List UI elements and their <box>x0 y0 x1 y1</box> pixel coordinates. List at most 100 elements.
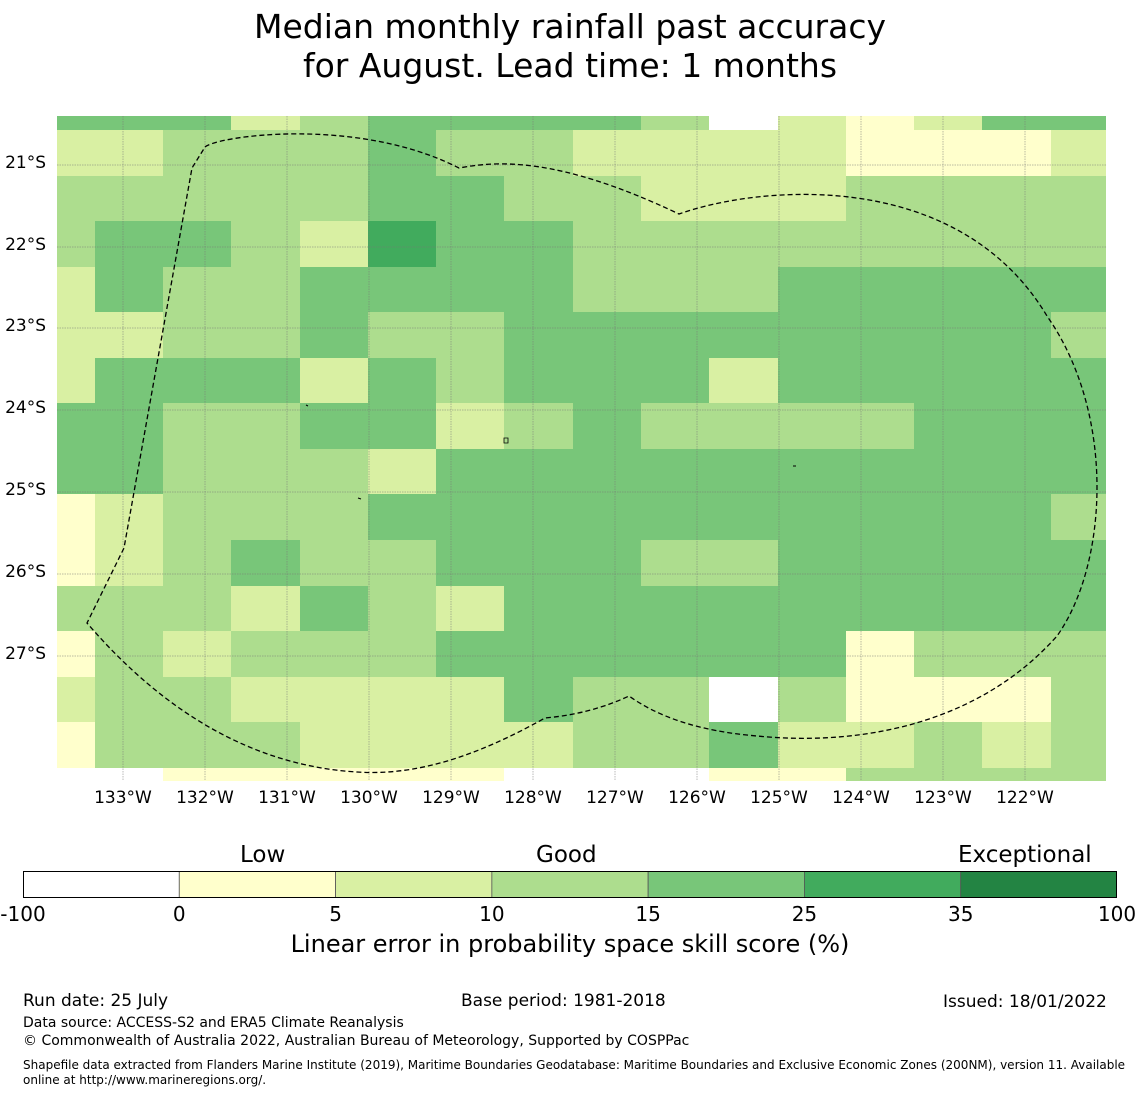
grid-cell <box>300 722 368 768</box>
longitude-label: 128°W <box>504 788 562 808</box>
colorbar-tick-label: 25 <box>791 902 818 926</box>
grid-cell <box>504 312 573 358</box>
grid-cell <box>1051 176 1106 221</box>
colorbar-segment <box>335 871 493 898</box>
grid-cell <box>504 494 573 540</box>
island-shape <box>357 497 362 500</box>
grid-cell <box>641 494 709 540</box>
grid-cell <box>231 176 300 221</box>
grid-cell <box>504 267 573 312</box>
grid-cell <box>95 116 163 130</box>
grid-cell <box>95 312 163 358</box>
grid-cell <box>641 221 709 267</box>
colorbar-segment <box>491 871 649 898</box>
grid-cell <box>368 449 436 494</box>
grid-cell <box>504 403 573 449</box>
grid-cell <box>641 540 709 586</box>
grid-cell <box>504 631 573 677</box>
grid-cell <box>57 449 95 494</box>
grid-cell <box>368 586 436 631</box>
grid-cell <box>914 722 982 768</box>
grid-cell <box>1051 403 1106 449</box>
base-period: Base period: 1981-2018 <box>461 991 666 1011</box>
grid-cell <box>368 768 436 781</box>
grid-cell <box>914 494 982 540</box>
map-title-line1: Median monthly rainfall past accuracy <box>253 7 887 46</box>
grid-cell <box>57 312 95 358</box>
island-shape <box>305 404 309 407</box>
grid-cell <box>573 540 641 586</box>
longitude-label: 131°W <box>258 788 316 808</box>
grid-cell <box>778 586 846 631</box>
grid-cell <box>914 449 982 494</box>
grid-cell <box>1051 631 1106 677</box>
grid-cell <box>231 677 300 722</box>
grid-cell <box>982 267 1051 312</box>
grid-cell <box>982 768 1051 781</box>
grid-cell <box>914 677 982 722</box>
grid-cell <box>846 312 914 358</box>
colorbar-tick-label: 15 <box>635 902 661 926</box>
grid-cell <box>846 540 914 586</box>
grid-cell <box>641 677 709 722</box>
grid-cell <box>504 586 573 631</box>
longitude-label: 125°W <box>750 788 808 808</box>
grid-cell <box>300 312 368 358</box>
data-source: Data source: ACCESS-S2 and ERA5 Climate … <box>23 1015 404 1031</box>
grid-cell <box>57 631 95 677</box>
latitude-label: 21°S <box>5 153 46 173</box>
grid-cell <box>163 768 231 781</box>
grid-cell <box>95 176 163 221</box>
grid-cell <box>163 449 231 494</box>
grid-cell <box>982 677 1051 722</box>
grid-cell <box>914 176 982 221</box>
grid-cell <box>231 312 300 358</box>
grid-cell <box>163 176 231 221</box>
grid-cell <box>57 494 95 540</box>
grid-cell <box>300 586 368 631</box>
grid-cell <box>163 358 231 403</box>
grid-cell <box>163 631 231 677</box>
grid-cell <box>709 494 778 540</box>
category-low: Low <box>240 842 286 868</box>
shapefile-credit: Shapefile data extracted from Flanders M… <box>23 1058 1126 1087</box>
eez-boundary <box>86 133 1098 774</box>
grid-cell <box>368 267 436 312</box>
grid-cell <box>982 631 1051 677</box>
latitude-label: 23°S <box>5 316 46 336</box>
grid-cell <box>1051 267 1106 312</box>
grid-cell <box>95 130 163 176</box>
grid-cell <box>982 494 1051 540</box>
grid-cell <box>709 312 778 358</box>
grid-cell <box>573 403 641 449</box>
grid-cell <box>95 677 163 722</box>
longitude-label: 132°W <box>176 788 234 808</box>
grid-cell <box>778 312 846 358</box>
grid-cell <box>57 722 95 768</box>
latitude-label: 27°S <box>5 644 46 664</box>
colorbar-segment <box>23 871 180 898</box>
grid-cell <box>641 449 709 494</box>
run-date: Run date: 25 July <box>23 991 169 1011</box>
grid-cell <box>709 449 778 494</box>
grid-cell <box>1051 449 1106 494</box>
grid-cell <box>231 358 300 403</box>
grid-cell <box>57 267 95 312</box>
longitude-label: 133°W <box>94 788 152 808</box>
grid-cell <box>846 494 914 540</box>
grid-cell <box>300 677 368 722</box>
grid-cell <box>163 312 231 358</box>
grid-cell <box>300 540 368 586</box>
grid-cell <box>914 768 982 781</box>
grid-cell <box>57 221 95 267</box>
grid-cell <box>641 116 709 130</box>
grid-cell <box>231 130 300 176</box>
grid-cell <box>368 116 436 130</box>
grid-cell <box>778 631 846 677</box>
grid-cell <box>846 722 914 768</box>
grid-cell <box>300 449 368 494</box>
grid-cell <box>504 221 573 267</box>
grid-cell <box>57 677 95 722</box>
grid-cell <box>504 358 573 403</box>
longitude-label: 126°W <box>668 788 726 808</box>
